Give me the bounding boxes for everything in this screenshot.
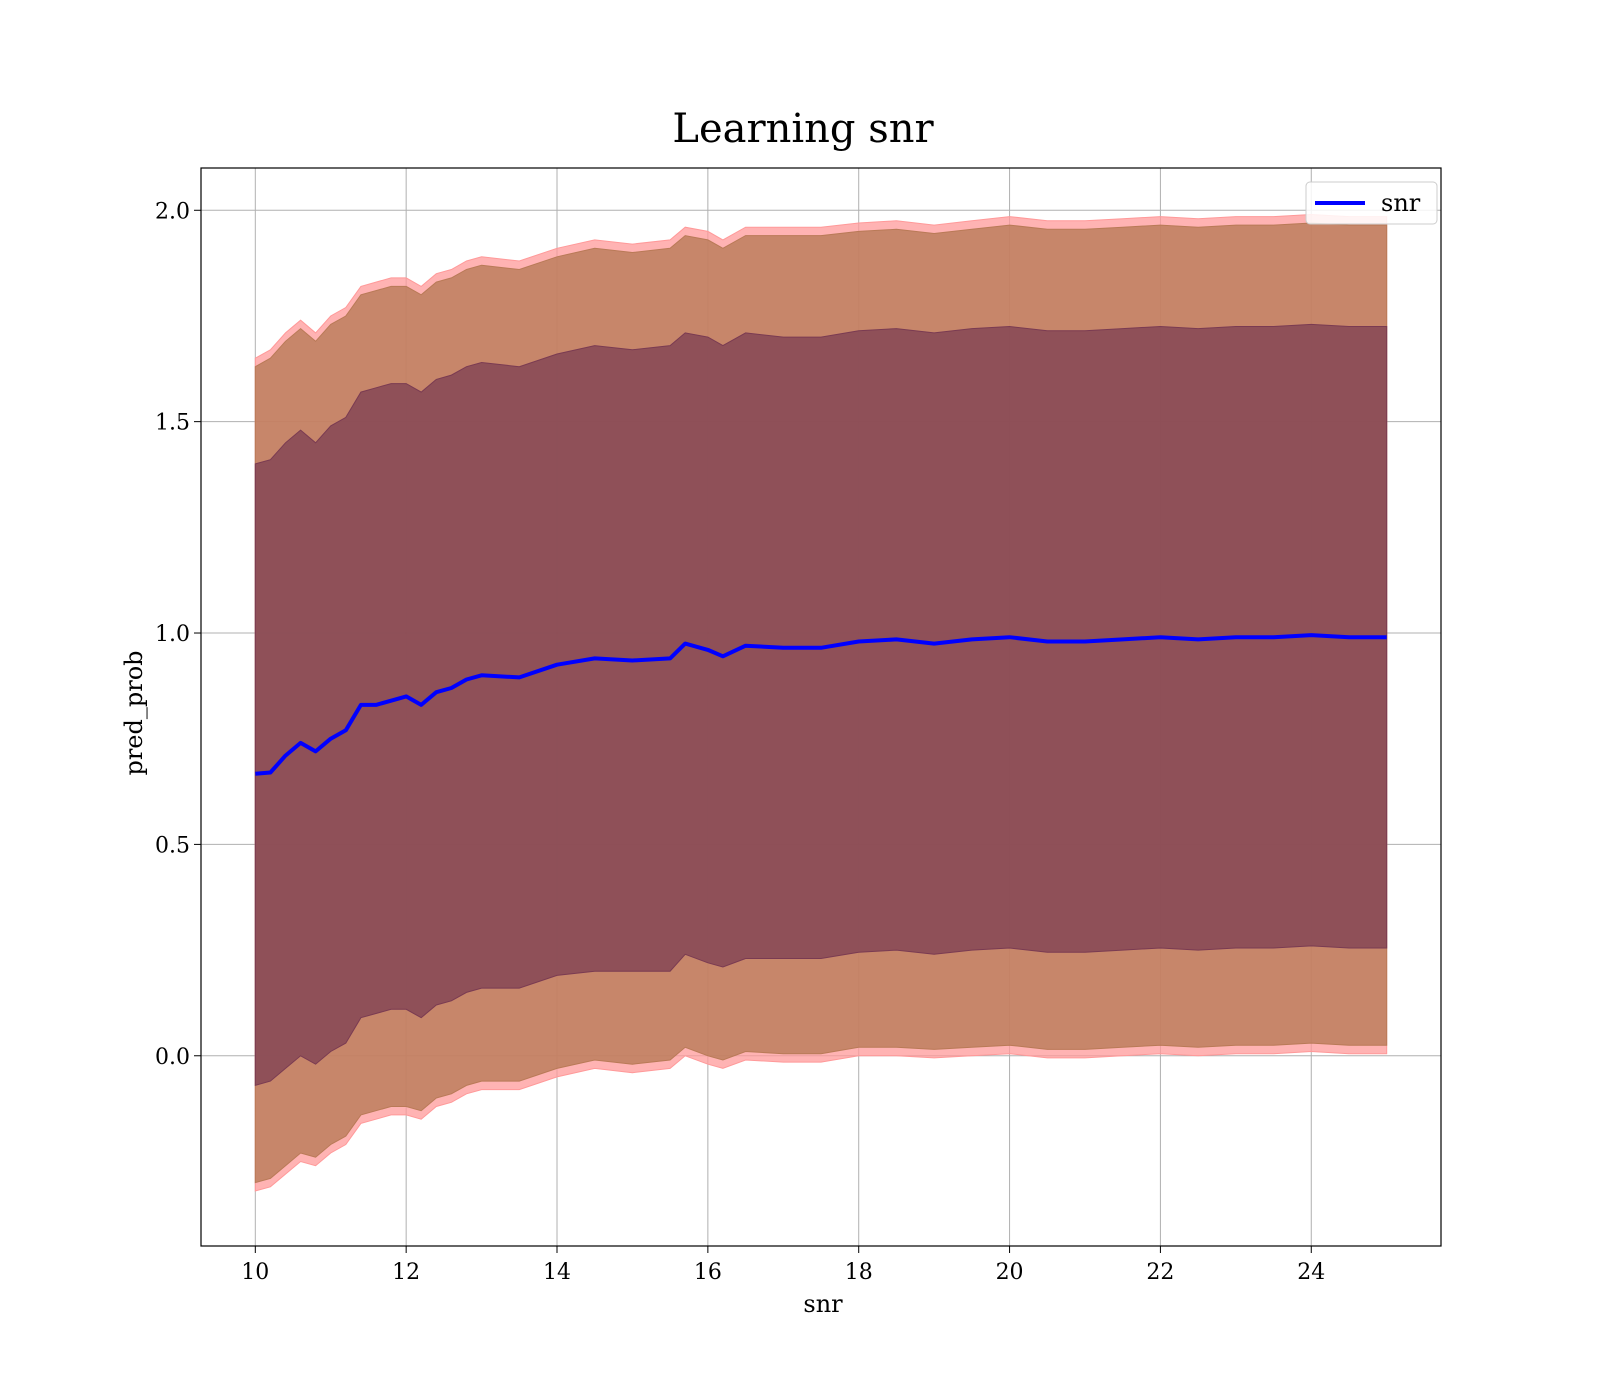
x-tick-label: 20 [996,1260,1024,1285]
x-tick-label: 16 [694,1260,722,1285]
y-tick-label: 0.0 [155,1045,190,1070]
x-tick-label: 24 [1297,1260,1325,1285]
legend-label-snr: snr [1381,189,1421,217]
chart-title: Learning snr [672,106,934,152]
x-tick-label: 10 [241,1260,269,1285]
plot-frame [200,167,1442,1247]
x-tick-label: 18 [845,1260,873,1285]
y-tick-label: 2.0 [155,199,190,224]
y-tick-label: 0.5 [155,833,190,858]
legend-box [1305,181,1438,225]
x-tick-label: 22 [1146,1260,1174,1285]
y-axis-label: pred_prob [120,650,148,775]
x-tick-label: 12 [392,1260,420,1285]
x-ticks: 10 12 14 16 18 20 22 24 [241,1246,1325,1285]
bands [254,213,1388,1192]
x-tick-label: 14 [543,1260,571,1285]
legend: snr [1305,181,1438,225]
y-tick-label: 1.0 [155,622,190,647]
series-lines [255,633,1387,776]
x-axis-label: snr [803,1290,843,1318]
std-band-3 [254,323,1388,1087]
y-ticks: 0.0 0.5 1.0 1.5 2.0 [155,199,201,1070]
y-tick-label: 1.5 [155,411,190,436]
series-line-snr [255,633,1387,776]
